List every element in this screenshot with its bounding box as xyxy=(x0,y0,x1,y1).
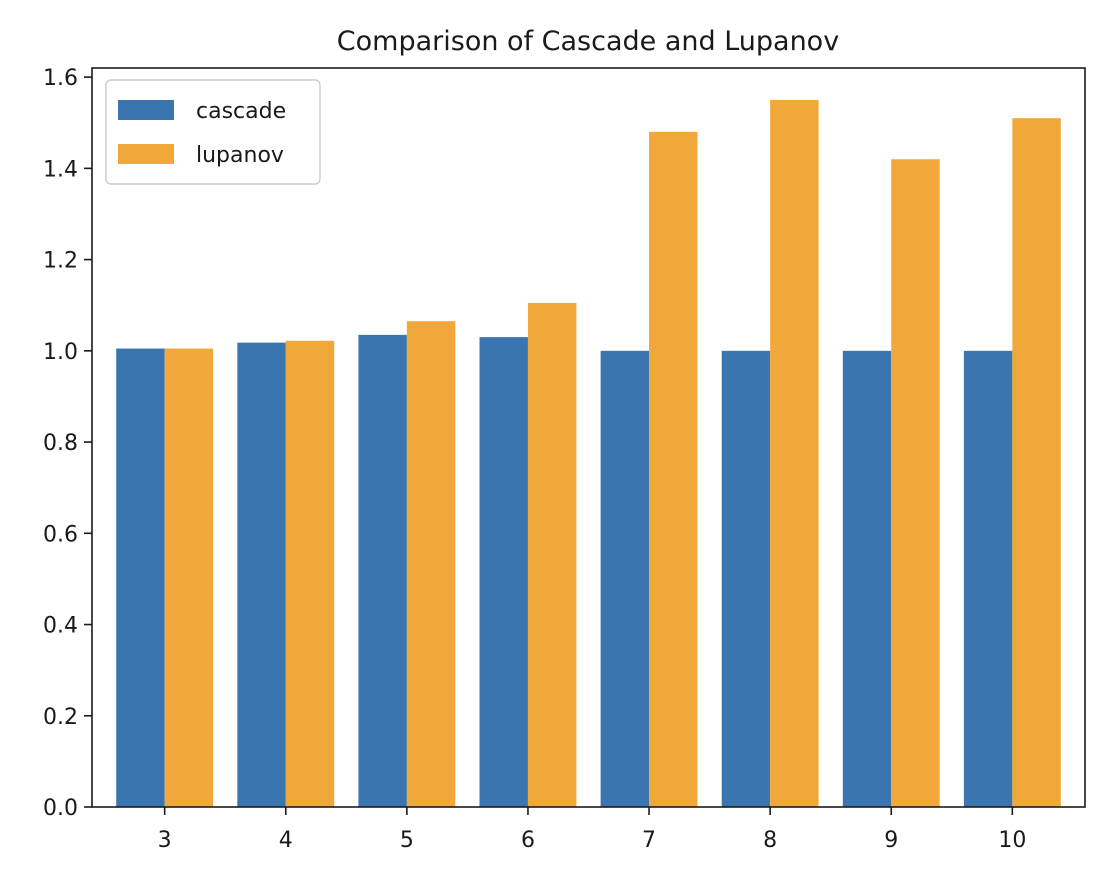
bar-cascade-6 xyxy=(479,337,528,807)
bar-cascade-5 xyxy=(358,334,407,807)
bar-cascade-4 xyxy=(237,342,286,807)
x-tick-label: 6 xyxy=(521,828,535,853)
bars-layer xyxy=(116,99,1061,808)
y-tick-label: 0.2 xyxy=(43,705,78,730)
x-tick-label: 3 xyxy=(158,828,172,853)
legend-label-lupanov: lupanov xyxy=(196,143,284,168)
legend-swatch-lupanov xyxy=(118,144,174,164)
bar-lupanov-7 xyxy=(649,131,698,808)
bar-lupanov-6 xyxy=(527,302,577,807)
legend: cascade lupanov xyxy=(105,79,321,185)
y-tick-label: 1.4 xyxy=(43,157,78,182)
y-tick-label: 1.2 xyxy=(43,249,78,274)
x-tick-label: 7 xyxy=(642,828,656,853)
bar-lupanov-10 xyxy=(1012,118,1061,808)
bar-lupanov-5 xyxy=(406,321,456,807)
x-tick-label: 10 xyxy=(998,828,1026,853)
bar-cascade-9 xyxy=(842,350,892,807)
bar-lupanov-9 xyxy=(891,159,940,808)
legend-box xyxy=(105,79,321,185)
x-tick-label: 4 xyxy=(279,828,293,853)
legend-label-cascade: cascade xyxy=(196,99,286,124)
x-tick-label: 5 xyxy=(400,828,414,853)
y-tick-label: 0.0 xyxy=(43,796,78,821)
y-tick-label: 0.6 xyxy=(43,522,78,547)
x-tick-label: 8 xyxy=(763,828,777,853)
y-tick-label: 0.4 xyxy=(43,614,78,639)
bar-lupanov-3 xyxy=(164,348,214,807)
legend-swatch-cascade xyxy=(118,100,174,120)
y-tick-label: 1.0 xyxy=(43,340,78,365)
x-tick-label: 9 xyxy=(884,828,898,853)
y-tick-label: 0.8 xyxy=(43,431,78,456)
bar-cascade-10 xyxy=(963,350,1013,807)
bar-lupanov-8 xyxy=(770,99,819,808)
bar-lupanov-4 xyxy=(285,340,335,807)
chart-title: Comparison of Cascade and Lupanov xyxy=(337,26,839,57)
y-tick-label: 1.6 xyxy=(43,66,78,91)
bar-cascade-7 xyxy=(600,350,650,807)
axes-layer: 0.0 0.2 0.4 0.6 0.8 1.0 1.2 1.4 1.6 3 4 5 6 7 8 9 10 xyxy=(43,66,1086,853)
bar-cascade-3 xyxy=(116,348,165,807)
plot-frame xyxy=(91,67,1086,808)
bar-cascade-8 xyxy=(721,350,771,807)
